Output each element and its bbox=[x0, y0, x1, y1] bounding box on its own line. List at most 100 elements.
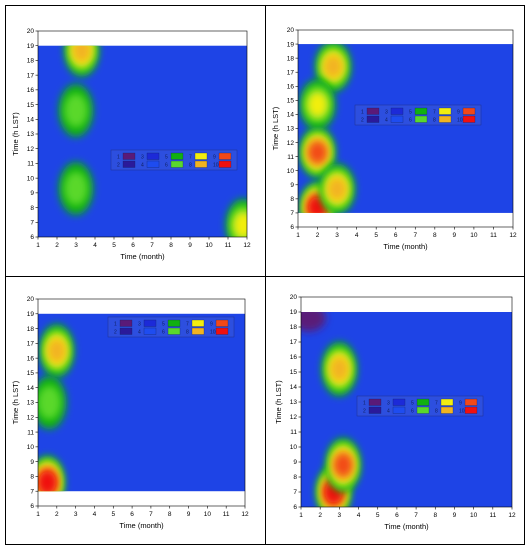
y-tick-label: 7 bbox=[293, 489, 297, 496]
y-tick-label: 10 bbox=[27, 444, 35, 451]
y-tick-label: 14 bbox=[27, 385, 35, 392]
y-tick-label: 13 bbox=[290, 399, 298, 406]
x-tick-label: 9 bbox=[188, 242, 192, 249]
legend-swatch bbox=[218, 160, 232, 168]
hotspot-1-level-7 bbox=[307, 91, 328, 118]
legend-label: 1 bbox=[363, 400, 366, 406]
x-tick-label: 1 bbox=[36, 511, 40, 518]
legend-label: 7 bbox=[433, 109, 436, 115]
legend-label: 8 bbox=[433, 117, 436, 123]
y-tick-label: 9 bbox=[290, 182, 294, 189]
legend-label: 9 bbox=[213, 154, 216, 160]
legend-swatch bbox=[122, 160, 136, 168]
hotspot-3-level-7 bbox=[233, 211, 247, 238]
y-axis-label: Time (h LST) bbox=[274, 380, 283, 424]
x-tick-label: 2 bbox=[316, 232, 320, 239]
y-tick-label: 19 bbox=[27, 43, 35, 50]
y-tick-label: 15 bbox=[287, 98, 295, 105]
x-tick-label: 5 bbox=[111, 511, 115, 518]
x-tick-label: 3 bbox=[335, 232, 339, 239]
x-axis-label: Time (month) bbox=[384, 522, 429, 531]
x-tick-label: 12 bbox=[241, 511, 249, 518]
y-tick-label: 8 bbox=[293, 474, 297, 481]
x-tick-label: 9 bbox=[453, 232, 457, 239]
contour-panel-bottom-left: 1 2 3 4 5 6 7 8 9 10 11 126789101112131415161718192… bbox=[11, 296, 249, 530]
legend-swatch bbox=[438, 115, 452, 123]
legend-label: 1 bbox=[361, 109, 364, 115]
hotspot-1-level-6 bbox=[64, 171, 88, 206]
x-tick-label: 3 bbox=[338, 512, 342, 519]
legend-label: 3 bbox=[141, 154, 144, 160]
legend-label: 8 bbox=[189, 162, 192, 168]
legend-label: 5 bbox=[162, 321, 165, 327]
legend-swatch bbox=[191, 319, 205, 327]
legend-label: 9 bbox=[459, 400, 462, 406]
x-tick-label: 8 bbox=[169, 242, 173, 249]
legend-swatch bbox=[143, 327, 157, 335]
legend-swatch bbox=[167, 327, 181, 335]
x-tick-label: 10 bbox=[205, 242, 213, 249]
legend-label: 7 bbox=[186, 321, 189, 327]
legend-swatch bbox=[194, 152, 208, 160]
x-tick-label: 12 bbox=[508, 512, 516, 519]
y-tick-label: 19 bbox=[290, 309, 298, 316]
x-tick-label: 10 bbox=[470, 232, 478, 239]
x-tick-label: 11 bbox=[490, 232, 497, 239]
legend-swatch bbox=[438, 107, 452, 115]
x-tick-label: 7 bbox=[149, 511, 153, 518]
hotspot-2-level-9 bbox=[308, 141, 327, 164]
legend-label: 5 bbox=[409, 109, 412, 115]
legend-label: 10 bbox=[213, 162, 219, 168]
y-axis-label: Time (h LST) bbox=[11, 380, 20, 424]
y-tick-label: 11 bbox=[27, 161, 34, 168]
y-tick-label: 16 bbox=[27, 87, 35, 94]
hotspot-2-level-9 bbox=[334, 453, 353, 477]
legend-swatch bbox=[194, 160, 208, 168]
x-tick-label: 8 bbox=[168, 511, 172, 518]
legend-label: 6 bbox=[411, 408, 414, 414]
x-tick-label: 11 bbox=[489, 512, 496, 519]
y-axis-label: Time (h LST) bbox=[271, 106, 280, 150]
x-tick-label: 2 bbox=[318, 512, 322, 519]
legend-label: 10 bbox=[457, 117, 463, 123]
y-tick-label: 14 bbox=[287, 112, 295, 119]
x-tick-label: 3 bbox=[74, 511, 78, 518]
x-tick-label: 6 bbox=[130, 511, 134, 518]
x-tick-label: 4 bbox=[355, 232, 359, 239]
legend-label: 4 bbox=[385, 117, 388, 123]
legend-swatch bbox=[462, 107, 476, 115]
hotspot-3-core bbox=[301, 312, 326, 332]
legend-swatch bbox=[191, 327, 205, 335]
y-tick-label: 11 bbox=[287, 154, 294, 161]
x-tick-label: 7 bbox=[414, 512, 418, 519]
y-tick-label: 8 bbox=[30, 205, 34, 212]
y-tick-label: 12 bbox=[287, 140, 295, 147]
x-tick-label: 6 bbox=[395, 512, 399, 519]
x-tick-label: 12 bbox=[243, 242, 251, 249]
legend-swatch bbox=[440, 398, 454, 406]
x-tick-label: 1 bbox=[296, 232, 300, 239]
x-tick-label: 7 bbox=[413, 232, 417, 239]
hotspot-0-level-8 bbox=[47, 338, 66, 363]
legend-label: 7 bbox=[189, 154, 192, 160]
x-tick-label: 2 bbox=[55, 242, 59, 249]
legend-swatch bbox=[414, 107, 428, 115]
legend-label: 2 bbox=[114, 329, 117, 335]
y-tick-label: 15 bbox=[290, 369, 298, 376]
legend-swatch bbox=[464, 398, 478, 406]
hotspot-0-level-8 bbox=[330, 356, 349, 382]
y-tick-label: 20 bbox=[27, 28, 35, 35]
horizontal-divider bbox=[5, 276, 525, 277]
vertical-divider bbox=[265, 5, 266, 545]
legend-swatch bbox=[170, 152, 184, 160]
y-tick-label: 10 bbox=[290, 444, 298, 451]
legend-swatch bbox=[366, 107, 380, 115]
x-tick-label: 3 bbox=[74, 242, 78, 249]
y-tick-label: 19 bbox=[27, 311, 35, 318]
legend-swatch bbox=[119, 327, 133, 335]
x-tick-label: 11 bbox=[225, 242, 232, 249]
hotspot-1-level-6 bbox=[38, 385, 62, 420]
y-tick-label: 17 bbox=[27, 341, 35, 348]
x-tick-label: 5 bbox=[376, 512, 380, 519]
legend-label: 4 bbox=[138, 329, 141, 335]
